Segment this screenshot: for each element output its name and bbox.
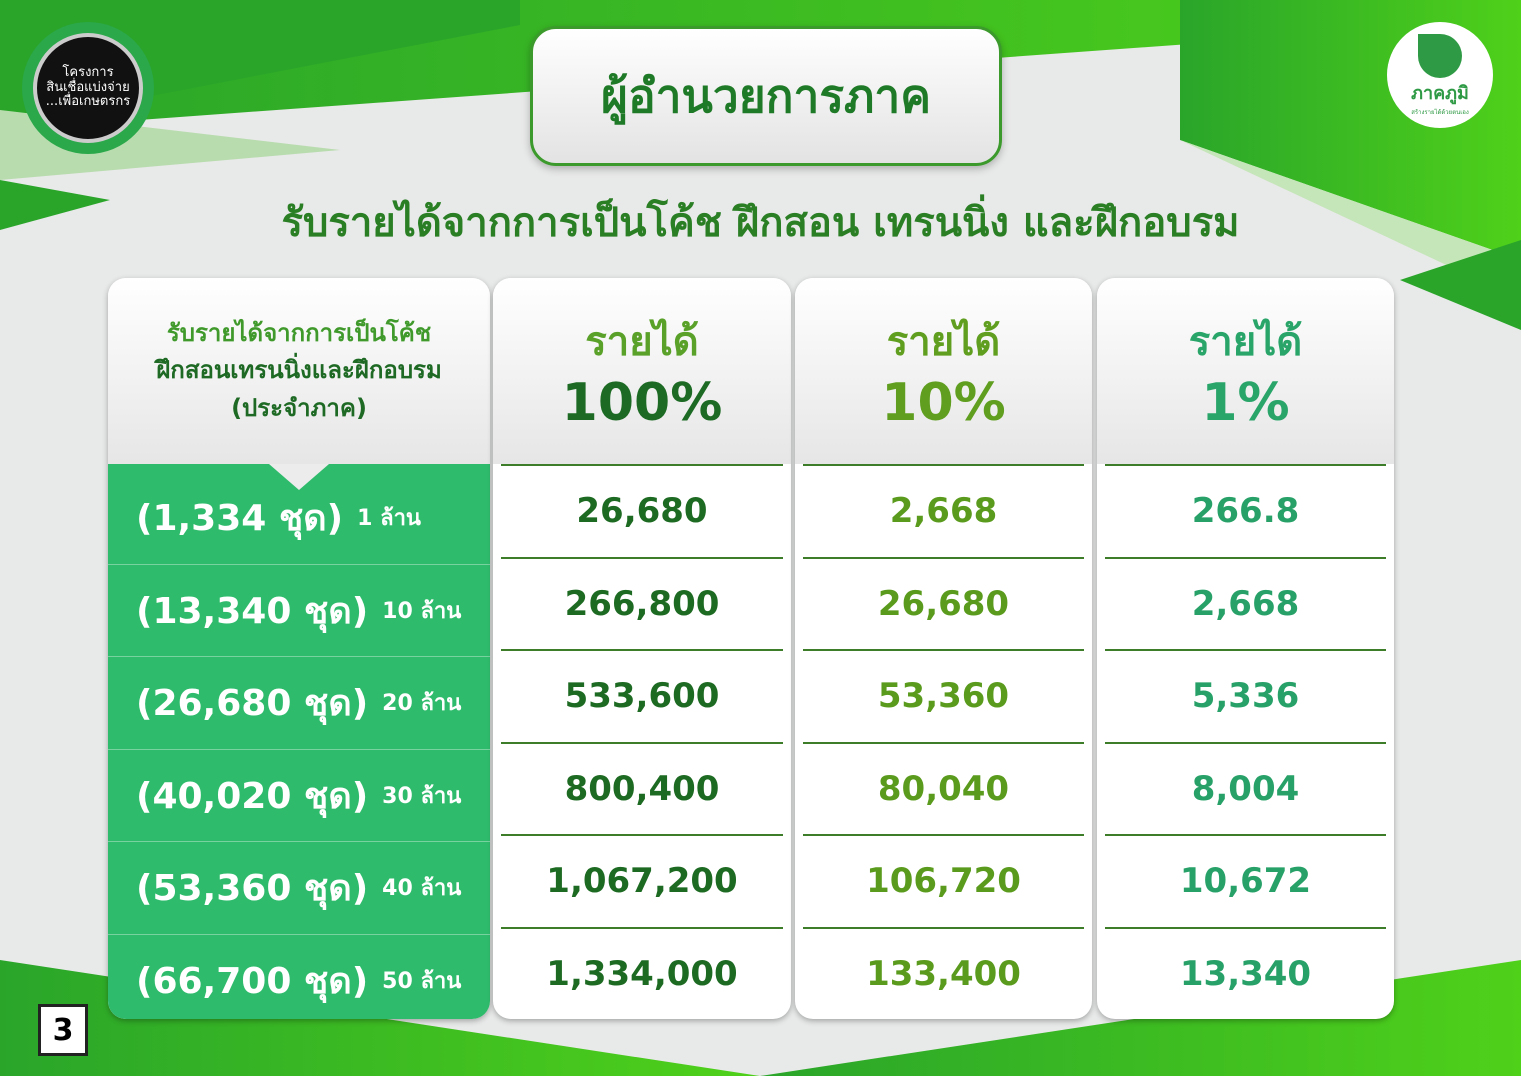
logo-line: สินเชื่อแบ่งจ่าย bbox=[46, 79, 130, 95]
income-value: 8,004 bbox=[1105, 741, 1386, 835]
income-value: 106,720 bbox=[803, 834, 1084, 927]
row-label: (13,340 ชุด) 10 ล้าน bbox=[108, 565, 490, 657]
income-value: 5,336 bbox=[1105, 649, 1386, 742]
row-label: (26,680 ชุด) 20 ล้าน bbox=[108, 657, 490, 750]
row-header-line: (ประจำภาค) bbox=[231, 393, 367, 422]
income-column-1: รายได้ 1% 266.8 2,668 5,336 8,004 10,672 13,34… bbox=[1097, 278, 1394, 1019]
sales-amount: 30 ล้าน bbox=[382, 783, 462, 809]
income-value: 266.8 bbox=[1105, 464, 1386, 557]
subtitle: รับรายได้จากการเป็นโค้ช ฝึกสอน เทรนนิ่ง … bbox=[281, 200, 1240, 246]
leaf-icon bbox=[1418, 33, 1462, 78]
set-count: (40,020 ชุด) bbox=[136, 775, 369, 817]
row-header-column: รับรายได้จากการเป็นโค้ช ฝึกสอนเทรนนิ่งแล… bbox=[108, 278, 490, 1019]
set-count: (13,340 ชุด) bbox=[136, 590, 369, 632]
income-value: 1,067,200 bbox=[501, 834, 783, 927]
page-number: 3 bbox=[38, 1004, 88, 1056]
income-value: 800,400 bbox=[501, 741, 783, 835]
set-count: (53,360 ชุด) bbox=[136, 868, 369, 910]
income-value: 2,668 bbox=[1105, 556, 1386, 650]
income-value: 26,680 bbox=[501, 464, 783, 557]
row-label: (40,020 ชุด) 30 ล้าน bbox=[108, 750, 490, 842]
column-percent: 100% bbox=[561, 373, 723, 433]
income-value: 26,680 bbox=[803, 556, 1084, 650]
title-box: ผู้อำนวยการภาค bbox=[530, 26, 1002, 166]
row-label: (66,700 ชุด) 50 ล้าน bbox=[108, 935, 490, 1020]
logo-line: ...เพื่อเกษตรกร bbox=[45, 94, 131, 110]
column-label: รายได้ bbox=[886, 319, 1001, 365]
income-value: 533,600 bbox=[501, 649, 783, 742]
set-count: (26,680 ชุด) bbox=[136, 683, 369, 725]
row-header-line: ฝึกสอนเทรนนิ่งและฝึกอบรม bbox=[156, 356, 442, 385]
sales-amount: 50 ล้าน bbox=[382, 968, 462, 994]
income-value: 10,672 bbox=[1105, 834, 1386, 927]
income-column-100: รายได้ 100% 26,680 266,800 533,600 800,400 1,… bbox=[493, 278, 791, 1019]
column-percent: 1% bbox=[1201, 373, 1290, 433]
income-value: 80,040 bbox=[803, 741, 1084, 835]
logo-line: โครงการ bbox=[62, 64, 114, 80]
set-count: (66,700 ชุด) bbox=[136, 960, 369, 1002]
brand-name: ภาคภูมิ bbox=[1411, 82, 1469, 104]
project-logo: โครงการ สินเชื่อแบ่งจ่าย ...เพื่อเกษตรกร bbox=[22, 22, 154, 154]
row-label: (53,360 ชุด) 40 ล้าน bbox=[108, 842, 490, 935]
sales-amount: 1 ล้าน bbox=[357, 506, 421, 532]
column-label: รายได้ bbox=[585, 319, 699, 365]
sales-amount: 20 ล้าน bbox=[382, 691, 462, 717]
income-column-10: รายได้ 10% 2,668 26,680 53,360 80,040 106,720… bbox=[795, 278, 1092, 1019]
income-value: 13,340 bbox=[1105, 926, 1386, 1020]
page-title: ผู้อำนวยการภาค bbox=[601, 68, 931, 123]
brand-logo: ภาคภูมิ สร้างรายได้ด้วยตนเอง bbox=[1387, 22, 1493, 128]
sales-amount: 40 ล้าน bbox=[382, 876, 462, 902]
income-value: 1,334,000 bbox=[501, 926, 783, 1020]
sales-amount: 10 ล้าน bbox=[382, 598, 462, 624]
brand-tagline: สร้างรายได้ด้วยตนเอง bbox=[1411, 108, 1469, 116]
income-value: 53,360 bbox=[803, 649, 1084, 742]
set-count: (1,334 ชุด) bbox=[136, 498, 344, 540]
income-value: 133,400 bbox=[803, 926, 1084, 1020]
pointer-arrow bbox=[269, 464, 329, 490]
income-value: 266,800 bbox=[501, 556, 783, 650]
income-value: 2,668 bbox=[803, 464, 1084, 557]
column-percent: 10% bbox=[881, 373, 1006, 433]
row-label: (1,334 ชุด) 1 ล้าน bbox=[108, 472, 490, 565]
column-label: รายได้ bbox=[1188, 319, 1303, 365]
row-header-line: รับรายได้จากการเป็นโค้ช bbox=[166, 319, 432, 348]
